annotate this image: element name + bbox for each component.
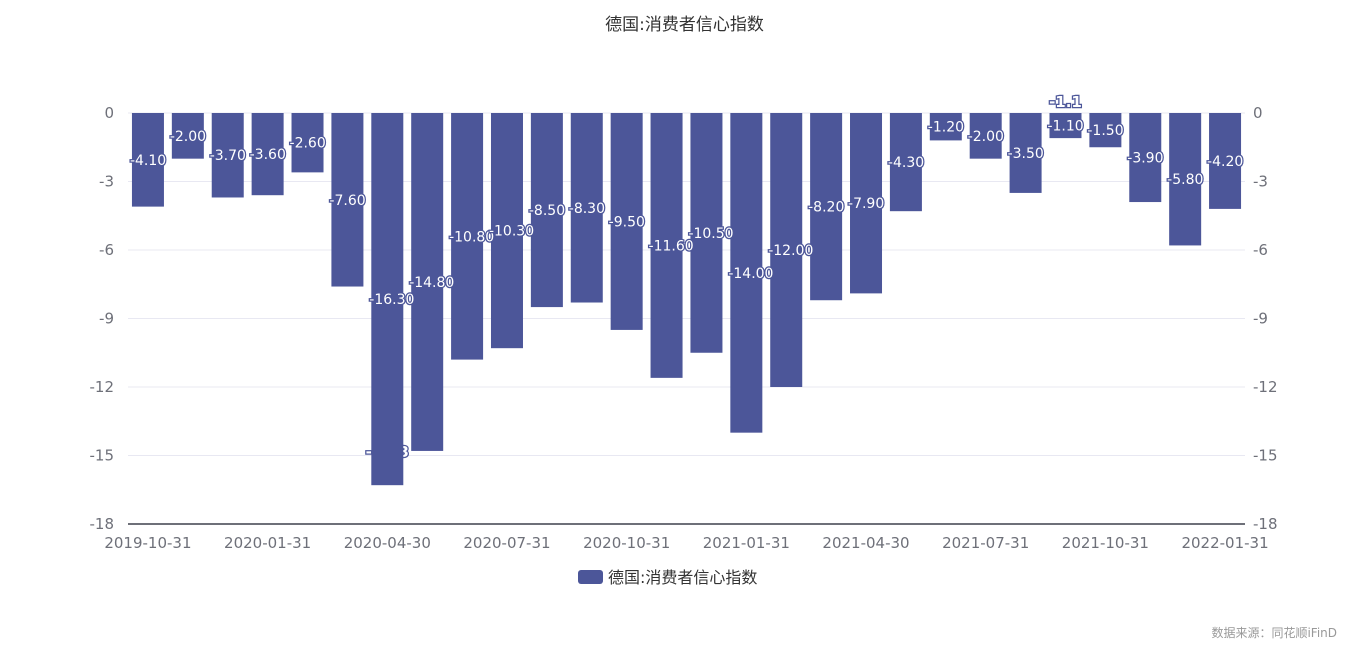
data-label: -7.60 <box>329 193 365 209</box>
data-label: -3.90 <box>1127 151 1163 167</box>
bar <box>1209 113 1242 209</box>
data-label: -3.70 <box>210 148 246 164</box>
y-tick-right: -3 <box>1253 173 1268 191</box>
x-tick: 2021-01-31 <box>703 534 790 552</box>
legend-swatch <box>578 570 603 584</box>
y-tick-right: -6 <box>1253 241 1268 259</box>
data-label: -10.50 <box>688 226 733 242</box>
bar <box>650 113 683 378</box>
data-label: -10.30 <box>489 224 534 240</box>
bar <box>1009 113 1042 193</box>
bar <box>570 113 603 303</box>
bar <box>291 113 324 173</box>
data-label: -4.30 <box>888 155 924 171</box>
y-tick-left: -18 <box>90 515 115 533</box>
data-label: -7.90 <box>848 196 884 212</box>
x-tick: 2021-07-31 <box>942 534 1029 552</box>
bar <box>770 113 803 387</box>
bar <box>211 113 244 198</box>
bar <box>690 113 723 353</box>
y-tick-right: -9 <box>1253 310 1268 328</box>
data-label: -10.80 <box>449 229 494 245</box>
bar <box>889 113 922 212</box>
bar <box>371 113 404 486</box>
data-label: -4.10 <box>130 153 166 169</box>
data-label: -2.00 <box>968 129 1004 145</box>
data-label: -1.10 <box>1047 119 1083 135</box>
bar <box>411 113 444 451</box>
x-tick: 2022-01-31 <box>1181 534 1268 552</box>
data-label: -4.20 <box>1207 154 1243 170</box>
data-label: -9.50 <box>609 214 645 230</box>
data-label: -1.50 <box>1087 123 1123 139</box>
bar <box>251 113 284 196</box>
data-label: -1.20 <box>928 120 964 136</box>
y-tick-left: -9 <box>99 310 114 328</box>
bar <box>610 113 643 330</box>
y-tick-right: -15 <box>1253 447 1278 465</box>
data-source: 数据来源：同花顺iFinD <box>1211 626 1337 640</box>
bar <box>1129 113 1162 203</box>
bar <box>131 113 164 207</box>
bar <box>1089 113 1122 148</box>
bar <box>490 113 523 349</box>
chart-title: 德国:消费者信心指数 <box>605 15 764 35</box>
bar <box>850 113 883 294</box>
data-label: -12.00 <box>768 243 813 259</box>
x-tick: 2019-10-31 <box>104 534 191 552</box>
x-tick: 2020-10-31 <box>583 534 670 552</box>
data-label: -8.20 <box>808 200 844 216</box>
data-label: -14.00 <box>728 266 773 282</box>
y-tick-right: 0 <box>1253 104 1263 122</box>
data-label: -8.30 <box>569 201 605 217</box>
y-tick-left: -12 <box>90 378 115 396</box>
data-label: -14.80 <box>409 275 454 291</box>
bar <box>1049 113 1082 139</box>
bar <box>1169 113 1202 246</box>
bar <box>530 113 563 308</box>
data-label: -3.60 <box>250 147 286 163</box>
max-marker: -1.1 <box>1049 93 1082 111</box>
bar <box>810 113 843 301</box>
x-tick: 2021-04-30 <box>822 534 909 552</box>
bar <box>730 113 763 433</box>
data-label: -5.80 <box>1167 172 1203 188</box>
x-tick: 2020-01-31 <box>224 534 311 552</box>
y-tick-right: -18 <box>1253 515 1278 533</box>
data-label: -3.50 <box>1008 146 1044 162</box>
data-label: -11.60 <box>649 238 694 254</box>
x-tick: 2021-10-31 <box>1062 534 1149 552</box>
bar <box>331 113 364 287</box>
data-label: -16.30 <box>369 292 414 308</box>
data-label: -2.00 <box>170 129 206 145</box>
bar <box>171 113 204 159</box>
data-label: -8.50 <box>529 203 565 219</box>
x-tick: 2020-04-30 <box>344 534 431 552</box>
x-tick: 2020-07-31 <box>463 534 550 552</box>
bar <box>969 113 1002 159</box>
y-tick-right: -12 <box>1253 378 1278 396</box>
bar <box>451 113 484 360</box>
data-label: -2.60 <box>290 136 326 152</box>
y-tick-left: -6 <box>99 241 114 259</box>
y-tick-left: 0 <box>104 104 114 122</box>
y-tick-left: -15 <box>90 447 115 465</box>
legend-label: 德国:消费者信心指数 <box>608 568 757 587</box>
y-tick-left: -3 <box>99 173 114 191</box>
bar <box>929 113 962 141</box>
